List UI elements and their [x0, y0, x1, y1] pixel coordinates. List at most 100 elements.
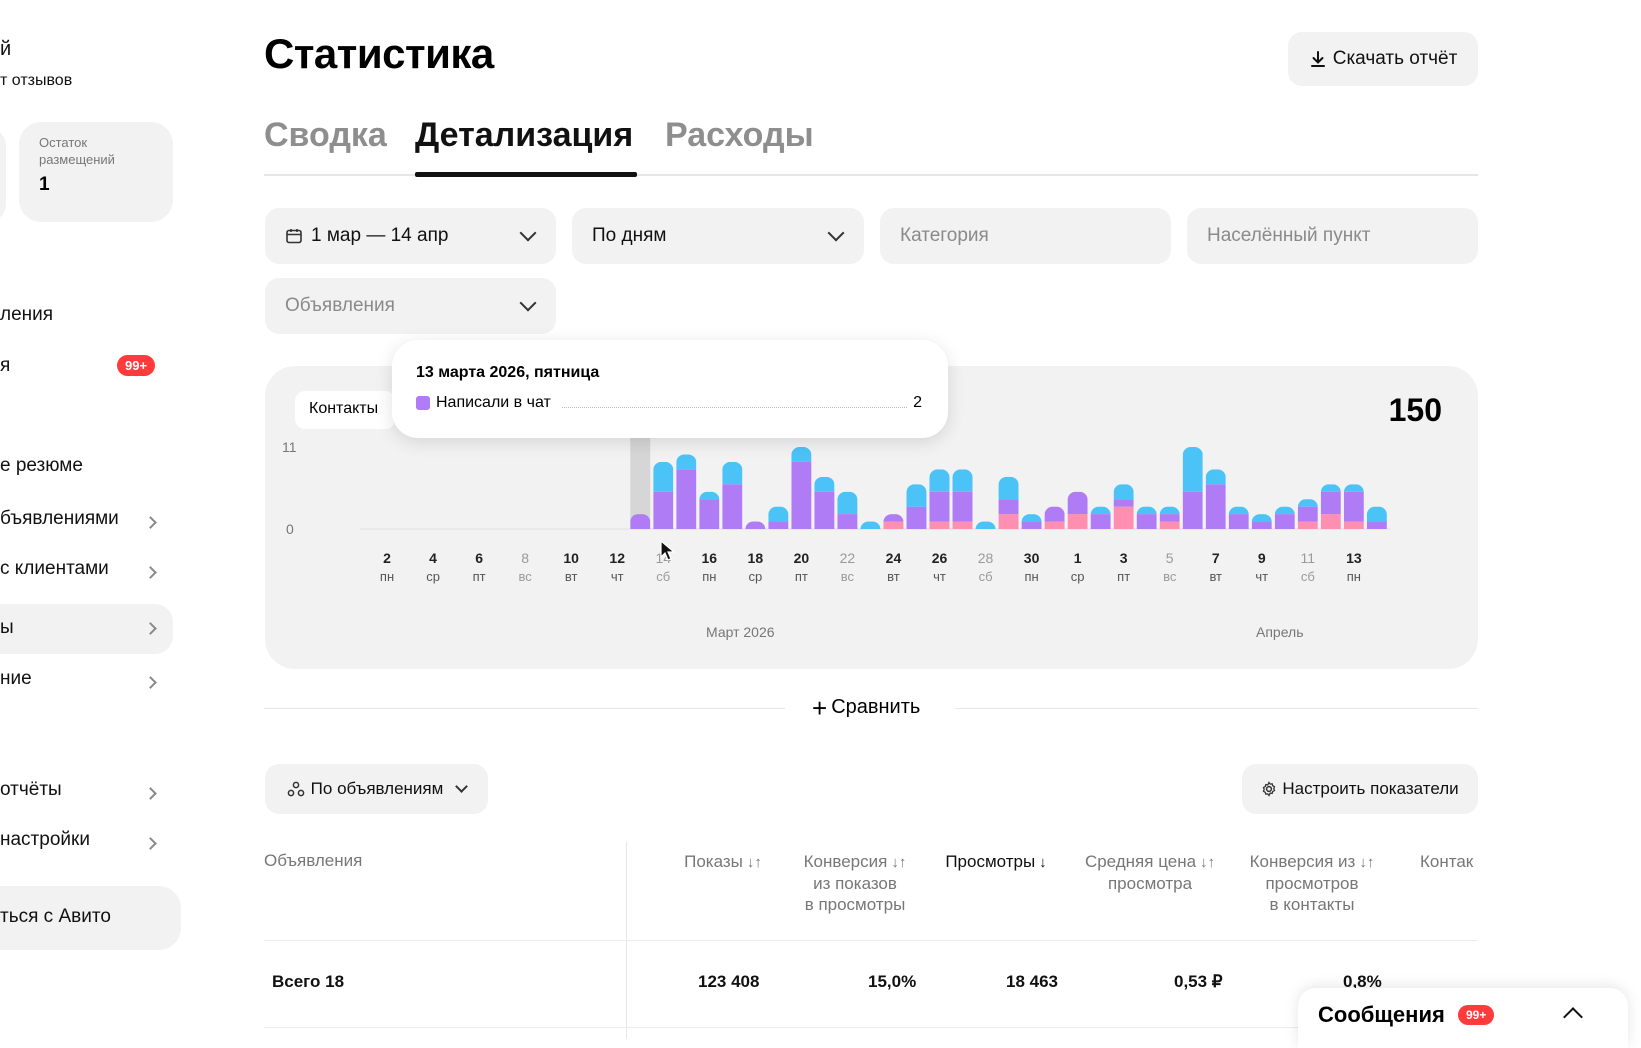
bar-segment — [1297, 499, 1318, 507]
metric-select[interactable]: Контакты — [295, 391, 395, 429]
compare-button[interactable]: + Сравнить — [812, 695, 920, 721]
column-header-conversion-views-contacts[interactable]: Конверсия из ↓↑ просмотров в контакты — [1237, 851, 1387, 915]
bar-segment — [998, 476, 1019, 500]
sidebar-profile-reviews[interactable]: т отзывов — [0, 72, 73, 89]
bar[interactable] — [906, 484, 927, 529]
bar-segment — [929, 521, 950, 529]
column-header-label: Конверсия — [803, 852, 888, 871]
contact-avito-button[interactable]: ться с Авито — [0, 886, 181, 950]
bar[interactable] — [1366, 506, 1387, 529]
bar[interactable] — [1274, 506, 1295, 529]
bar-segment — [1320, 491, 1341, 515]
bar-segment — [676, 469, 697, 529]
bar[interactable] — [952, 469, 973, 529]
bar-segment — [1067, 491, 1088, 515]
bar-segment — [722, 461, 743, 485]
bar-segment — [1228, 506, 1249, 515]
total-row-conversion-1: 15,0% — [868, 972, 917, 991]
sidebar-item-promotion[interactable]: ние — [0, 668, 165, 702]
bar[interactable] — [1343, 484, 1364, 529]
x-tick-day: 7 — [1212, 550, 1220, 566]
sidebar-item-resumes[interactable]: е резюме — [0, 455, 83, 476]
bar[interactable] — [630, 514, 651, 529]
column-header-contacts[interactable]: Контак — [1420, 852, 1474, 871]
bar[interactable] — [883, 514, 904, 529]
grouping-select[interactable]: По дням — [572, 208, 864, 264]
sidebar-item-statistics[interactable]: ы — [0, 604, 173, 654]
tooltip-series-name: Написали в чат — [436, 394, 551, 411]
bar-segment — [653, 491, 674, 529]
ads-select[interactable]: Объявления — [265, 278, 556, 334]
bar[interactable] — [1297, 499, 1318, 529]
bar-segment — [837, 514, 858, 529]
chevron-up-icon[interactable] — [1563, 1007, 1583, 1027]
tab-details[interactable]: Детализация — [415, 116, 634, 154]
bar[interactable] — [699, 491, 720, 529]
bar[interactable] — [722, 461, 743, 529]
tab-summary[interactable]: Сводка — [264, 116, 387, 154]
configure-metrics-button[interactable]: Настроить показатели — [1242, 764, 1478, 814]
column-header-avg-price[interactable]: Средняя цена ↓↑ просмотра — [1075, 851, 1225, 894]
bar[interactable] — [975, 521, 996, 529]
sidebar-item-messages[interactable]: я — [0, 355, 11, 376]
bar[interactable] — [1251, 514, 1272, 529]
download-report-button[interactable]: Скачать отчёт — [1288, 32, 1478, 86]
grouping-value: По дням — [592, 225, 667, 246]
sidebar-item-settings[interactable]: настройки — [0, 829, 165, 863]
bar[interactable] — [1320, 484, 1341, 529]
bar[interactable] — [1044, 506, 1065, 529]
bar-segment — [1366, 521, 1387, 529]
bar[interactable] — [1090, 506, 1111, 529]
bar-segment — [1343, 484, 1364, 492]
group-by-select[interactable]: По объявлениям — [265, 764, 488, 814]
column-header-shows[interactable]: Показы ↓↑ — [668, 851, 778, 873]
bar[interactable] — [998, 476, 1019, 529]
category-input[interactable]: Категория — [880, 208, 1171, 264]
column-header-views[interactable]: Просмотры ↓ — [932, 851, 1060, 873]
sidebar-item-ads-management[interactable]: бъявлениями — [0, 508, 165, 542]
bar[interactable] — [860, 521, 881, 529]
column-header-label: Показы — [684, 852, 743, 871]
bar[interactable] — [1021, 514, 1042, 529]
x-tick-weekday: сб — [979, 569, 993, 584]
total-row-shows: 123 408 — [698, 972, 760, 991]
bar[interactable] — [768, 506, 789, 529]
sidebar-item-label: настройки — [0, 829, 90, 850]
messages-widget[interactable]: Сообщения 99+ — [1298, 988, 1628, 1048]
bar-segment — [699, 499, 720, 529]
bar[interactable] — [1159, 506, 1180, 529]
bar[interactable] — [1113, 484, 1134, 529]
bar[interactable] — [653, 461, 674, 529]
bar[interactable] — [1205, 469, 1226, 529]
bar[interactable] — [837, 491, 858, 529]
bar[interactable] — [929, 469, 950, 529]
bar-segment — [1297, 521, 1318, 529]
bar[interactable] — [745, 521, 766, 529]
x-tick-weekday: ср — [1071, 569, 1085, 584]
city-input[interactable]: Населённый пункт — [1187, 208, 1478, 264]
bar[interactable] — [814, 476, 835, 529]
bar-segment — [1320, 484, 1341, 492]
sidebar-item-reports[interactable]: отчёты — [0, 779, 165, 813]
bar-segment — [768, 506, 789, 522]
placements-card[interactable]: Остаток размещений 1 — [19, 122, 173, 222]
sidebar-item-clients[interactable]: с клиентами — [0, 558, 165, 592]
sort-icon: ↓↑ — [1200, 854, 1216, 871]
bar[interactable] — [1136, 506, 1157, 529]
bar[interactable] — [1182, 447, 1203, 529]
period-select[interactable]: 1 мар — 14 апр — [265, 208, 556, 264]
tab-expenses[interactable]: Расходы — [665, 116, 814, 154]
category-placeholder: Категория — [900, 225, 989, 246]
bar-segment — [1021, 521, 1042, 529]
x-tick-day: 10 — [563, 550, 579, 566]
bar-segment — [1297, 506, 1318, 522]
column-header-conversion-shows-views[interactable]: Конверсия ↓↑ из показов в просмотры — [780, 851, 930, 915]
bar[interactable] — [676, 454, 697, 529]
sidebar-item-listings[interactable]: ления — [0, 304, 54, 325]
bar-segment — [699, 491, 720, 500]
bar[interactable] — [791, 447, 812, 529]
bar[interactable] — [1067, 491, 1088, 529]
bar[interactable] — [1228, 506, 1249, 529]
bar-segment — [1044, 506, 1065, 522]
active-tab-indicator — [415, 172, 637, 177]
